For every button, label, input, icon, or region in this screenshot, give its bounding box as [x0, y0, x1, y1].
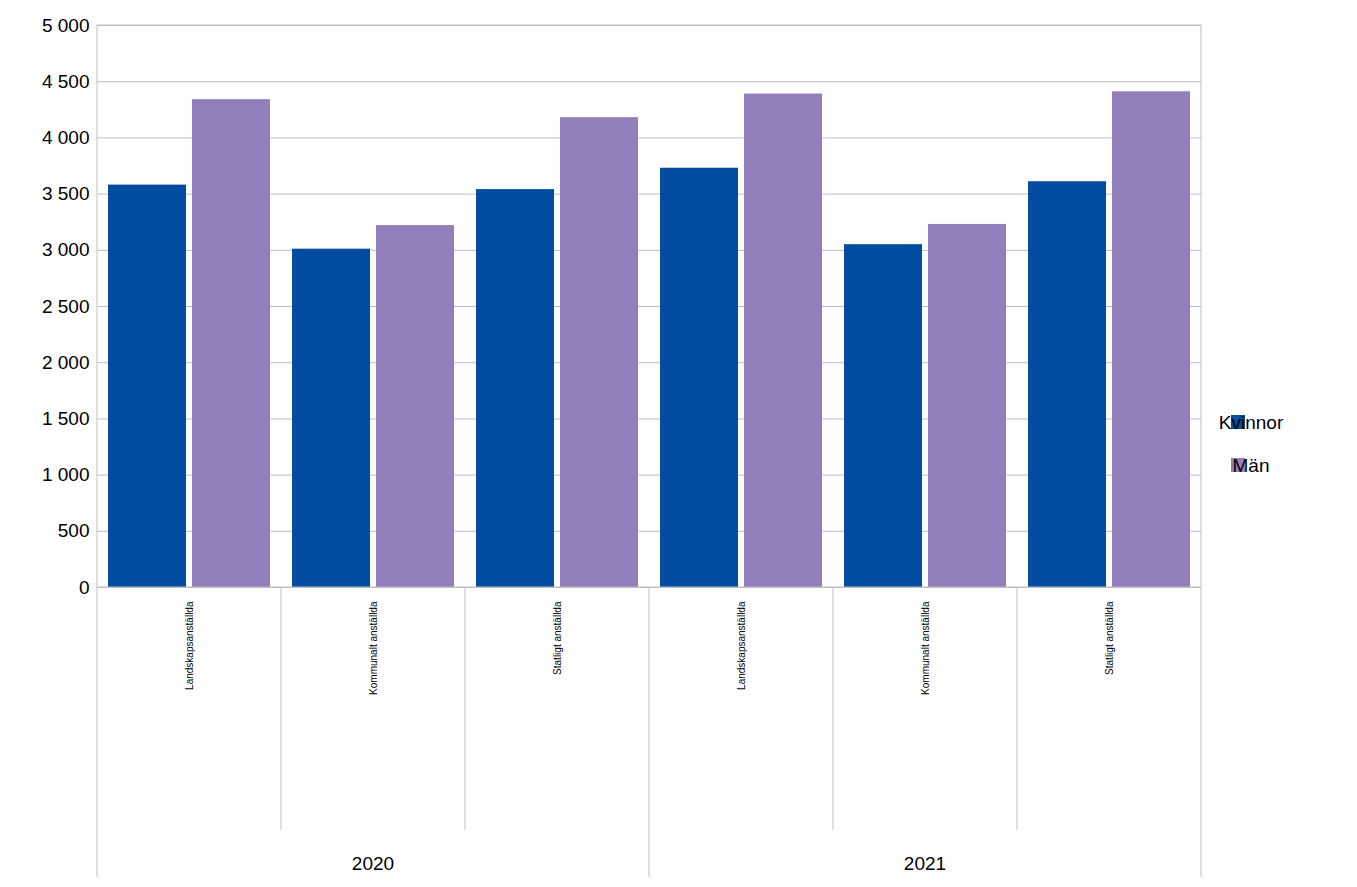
svg-text:Landskapsanställda: Landskapsanställda — [184, 601, 195, 690]
svg-text:2 500: 2 500 — [42, 296, 90, 317]
svg-text:4 000: 4 000 — [42, 127, 90, 148]
svg-text:Statligt anställda: Statligt anställda — [552, 601, 563, 675]
svg-text:Kvinnor: Kvinnor — [1219, 412, 1284, 433]
svg-text:500: 500 — [58, 520, 90, 541]
svg-text:1 500: 1 500 — [42, 408, 90, 429]
svg-text:3 000: 3 000 — [42, 239, 90, 260]
svg-text:3 500: 3 500 — [42, 183, 90, 204]
svg-text:Män: Män — [1233, 455, 1270, 476]
svg-text:Kommunalt anställda: Kommunalt anställda — [368, 601, 379, 695]
svg-text:2021: 2021 — [904, 853, 946, 874]
svg-text:1 000: 1 000 — [42, 464, 90, 485]
svg-text:4 500: 4 500 — [42, 71, 90, 92]
svg-text:Kommunalt anställda: Kommunalt anställda — [920, 601, 931, 695]
svg-text:2 000: 2 000 — [42, 352, 90, 373]
svg-text:2020: 2020 — [352, 853, 394, 874]
svg-text:Statligt anställda: Statligt anställda — [1104, 601, 1115, 675]
svg-text:0: 0 — [79, 577, 90, 598]
svg-text:5 000: 5 000 — [42, 15, 90, 36]
svg-text:Landskapsanställda: Landskapsanställda — [736, 601, 747, 690]
